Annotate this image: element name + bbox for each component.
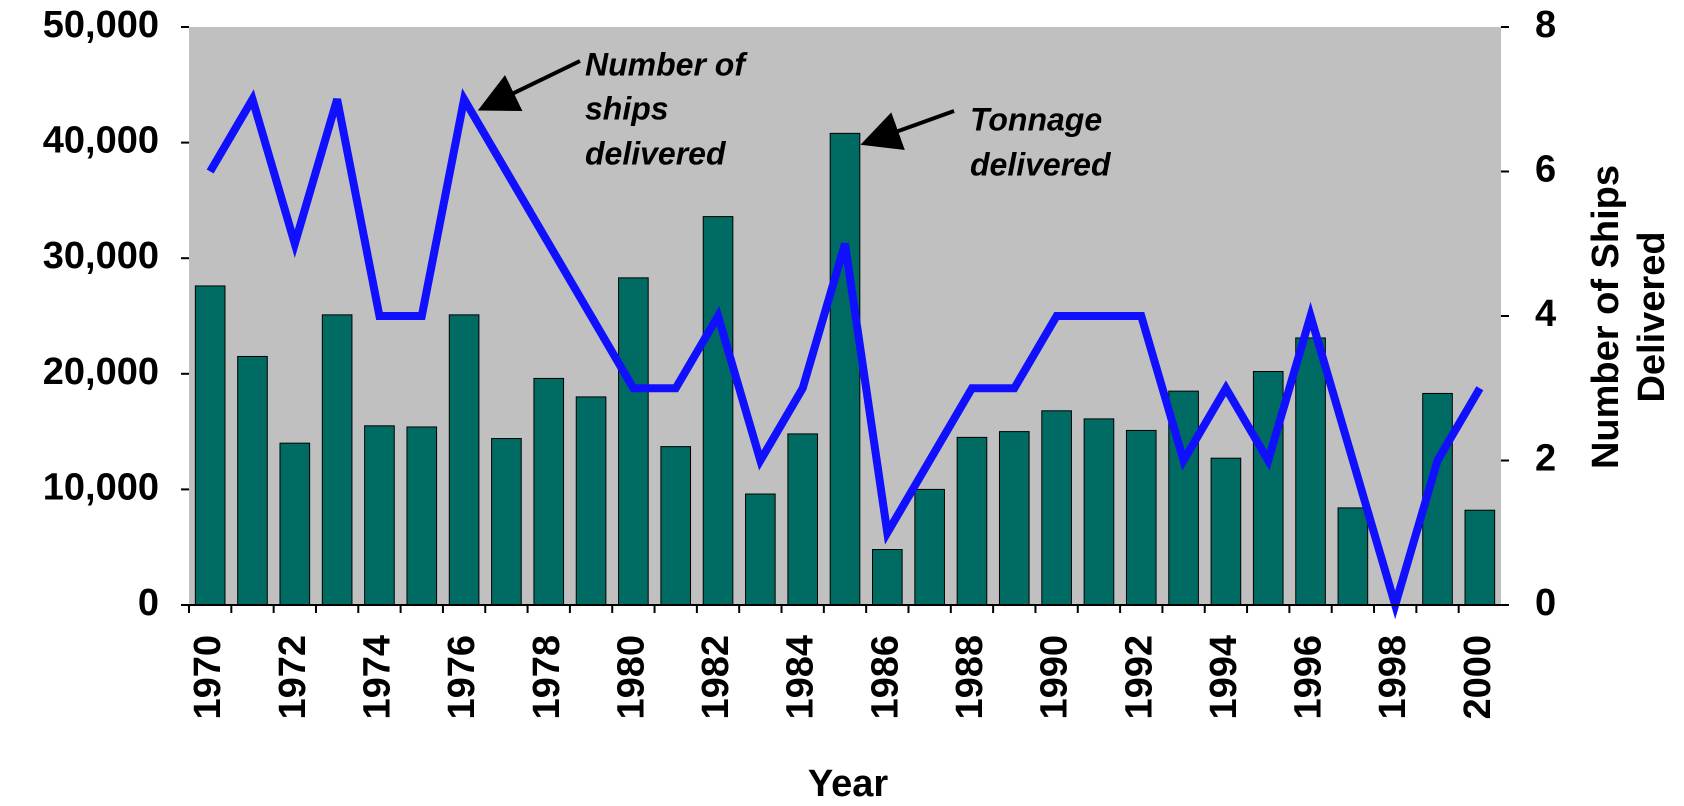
x-tick-label: 1974 [356,635,398,720]
bar [491,438,522,606]
y-tick-label: 40,000 [43,120,159,162]
annotation: delivered [585,135,727,171]
x-tick-label: 1994 [1203,635,1245,720]
x-tick-label: 1982 [695,635,737,720]
y-tick-label: 50,000 [43,4,159,46]
bar [872,549,903,606]
x-tick-label: 2000 [1457,635,1499,720]
y-tick-label: 0 [138,582,159,624]
x-tick-label: 1996 [1288,635,1330,720]
x-tick-label: 1976 [441,635,483,720]
annotation: Tonnage [970,101,1102,137]
bar [364,425,395,606]
x-axis-label: Year [808,763,889,805]
bar [448,314,480,606]
x-tick-label: 1980 [610,635,652,720]
y2-axis-label: Number of Ships [1585,165,1627,469]
bar [1252,370,1284,606]
x-tick-label: 1978 [526,635,568,720]
bar [533,377,565,606]
bar [279,442,311,606]
x-tick-label: 1992 [1118,635,1160,720]
y2-tick-label: 4 [1535,293,1556,335]
bar [1464,509,1496,606]
bar [829,132,861,606]
annotation: delivered [970,146,1112,182]
bar [660,446,692,606]
bar [575,396,607,606]
y2-tick-label: 8 [1535,4,1556,46]
bar [956,436,988,606]
bar [618,277,649,606]
y-tick-label: 30,000 [43,235,159,277]
y2-tick-label: 2 [1535,438,1556,480]
y2-tick-label: 6 [1535,149,1556,191]
x-tick-label: 1986 [864,635,906,720]
x-tick-label: 1988 [949,635,991,720]
bar [914,488,945,606]
bar [1337,507,1369,606]
line [206,88,1484,620]
y2-axis-label: Delivered [1631,231,1673,402]
bar [406,426,438,606]
annotation-arrow [860,109,955,150]
annotation: Number of [585,46,748,82]
bar [1210,457,1242,606]
x-tick-label: 1998 [1372,635,1414,720]
x-tick-label: 1984 [780,635,822,720]
x-tick-label: 1970 [187,635,229,720]
bar [194,285,226,606]
x-tick-label: 1990 [1034,635,1076,720]
bar [787,433,818,606]
bar [1125,429,1157,606]
y-tick-label: 20,000 [43,351,159,393]
bar [745,493,776,606]
bar [1295,337,1326,606]
annotation: ships [585,90,669,126]
bar [1168,390,1199,606]
bar [998,431,1030,606]
y-tick-label: 10,000 [43,466,159,508]
bar [1083,418,1115,606]
x-tick-label: 1972 [272,635,314,720]
bar [237,355,268,606]
annotation-arrow [477,59,581,112]
bar [1041,410,1072,606]
bar [321,314,353,606]
bar [702,216,734,606]
y2-tick-label: 0 [1535,582,1556,624]
